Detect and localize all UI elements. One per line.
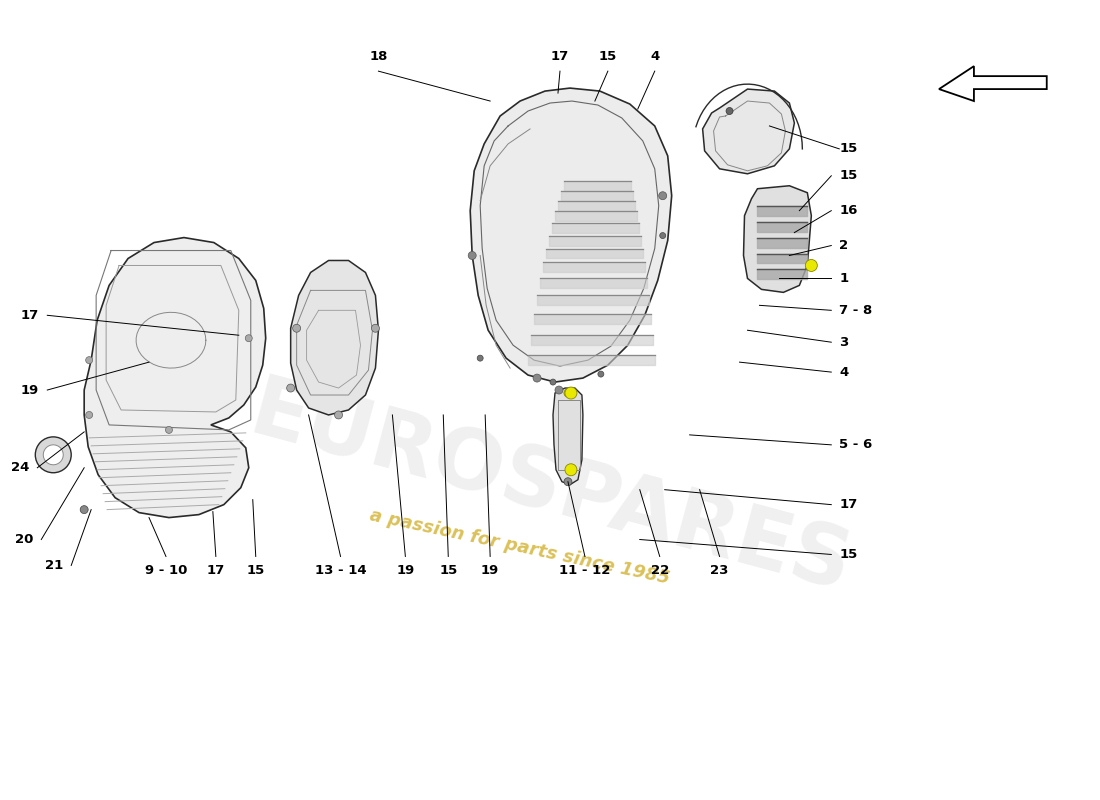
Circle shape (534, 374, 541, 382)
Text: 15: 15 (839, 142, 858, 155)
Text: 15: 15 (246, 565, 265, 578)
Circle shape (659, 192, 667, 200)
Text: 17: 17 (839, 498, 858, 511)
Circle shape (564, 478, 572, 486)
Text: 17: 17 (207, 565, 226, 578)
Text: 19: 19 (481, 565, 499, 578)
Circle shape (80, 506, 88, 514)
Text: 21: 21 (45, 559, 63, 572)
Polygon shape (85, 238, 266, 518)
Polygon shape (939, 66, 1047, 101)
Text: 24: 24 (11, 462, 30, 474)
Text: 22: 22 (650, 565, 669, 578)
Circle shape (35, 437, 72, 473)
Polygon shape (470, 88, 672, 382)
Circle shape (598, 371, 604, 377)
Text: 16: 16 (839, 204, 858, 217)
Text: 19: 19 (396, 565, 415, 578)
Circle shape (564, 389, 572, 397)
Circle shape (726, 107, 733, 114)
Circle shape (477, 355, 483, 361)
Text: 15: 15 (439, 565, 458, 578)
Text: 11 - 12: 11 - 12 (559, 565, 610, 578)
Circle shape (469, 251, 476, 259)
Circle shape (245, 334, 252, 342)
Text: 15: 15 (839, 170, 858, 182)
Polygon shape (744, 186, 812, 292)
Circle shape (86, 411, 92, 418)
Circle shape (165, 426, 173, 434)
Text: 20: 20 (15, 533, 33, 546)
Circle shape (565, 464, 576, 476)
Text: 13 - 14: 13 - 14 (315, 565, 366, 578)
Text: 23: 23 (711, 565, 729, 578)
Text: 4: 4 (650, 50, 659, 63)
Circle shape (86, 357, 92, 364)
Circle shape (372, 324, 379, 332)
Text: 2: 2 (839, 239, 848, 252)
Polygon shape (703, 89, 794, 174)
Circle shape (287, 384, 295, 392)
Circle shape (660, 233, 666, 238)
Text: 7 - 8: 7 - 8 (839, 304, 872, 317)
Circle shape (565, 387, 576, 399)
Polygon shape (553, 388, 583, 485)
Text: a passion for parts since 1985: a passion for parts since 1985 (368, 507, 672, 588)
Text: 5 - 6: 5 - 6 (839, 438, 872, 451)
Text: 15: 15 (598, 50, 617, 63)
Circle shape (556, 386, 563, 394)
Circle shape (43, 445, 63, 465)
Polygon shape (290, 261, 378, 415)
Text: 17: 17 (551, 50, 569, 63)
Text: 18: 18 (370, 50, 387, 63)
Text: 15: 15 (839, 548, 858, 561)
Circle shape (550, 379, 556, 385)
Text: 9 - 10: 9 - 10 (145, 565, 187, 578)
Text: 3: 3 (839, 336, 848, 349)
Text: 1: 1 (839, 272, 848, 285)
Text: 4: 4 (839, 366, 848, 378)
Text: 19: 19 (21, 383, 40, 397)
Text: EUROSPARES: EUROSPARES (241, 370, 859, 609)
Circle shape (805, 259, 817, 271)
Circle shape (293, 324, 300, 332)
Circle shape (334, 411, 342, 419)
Text: 17: 17 (21, 309, 40, 322)
